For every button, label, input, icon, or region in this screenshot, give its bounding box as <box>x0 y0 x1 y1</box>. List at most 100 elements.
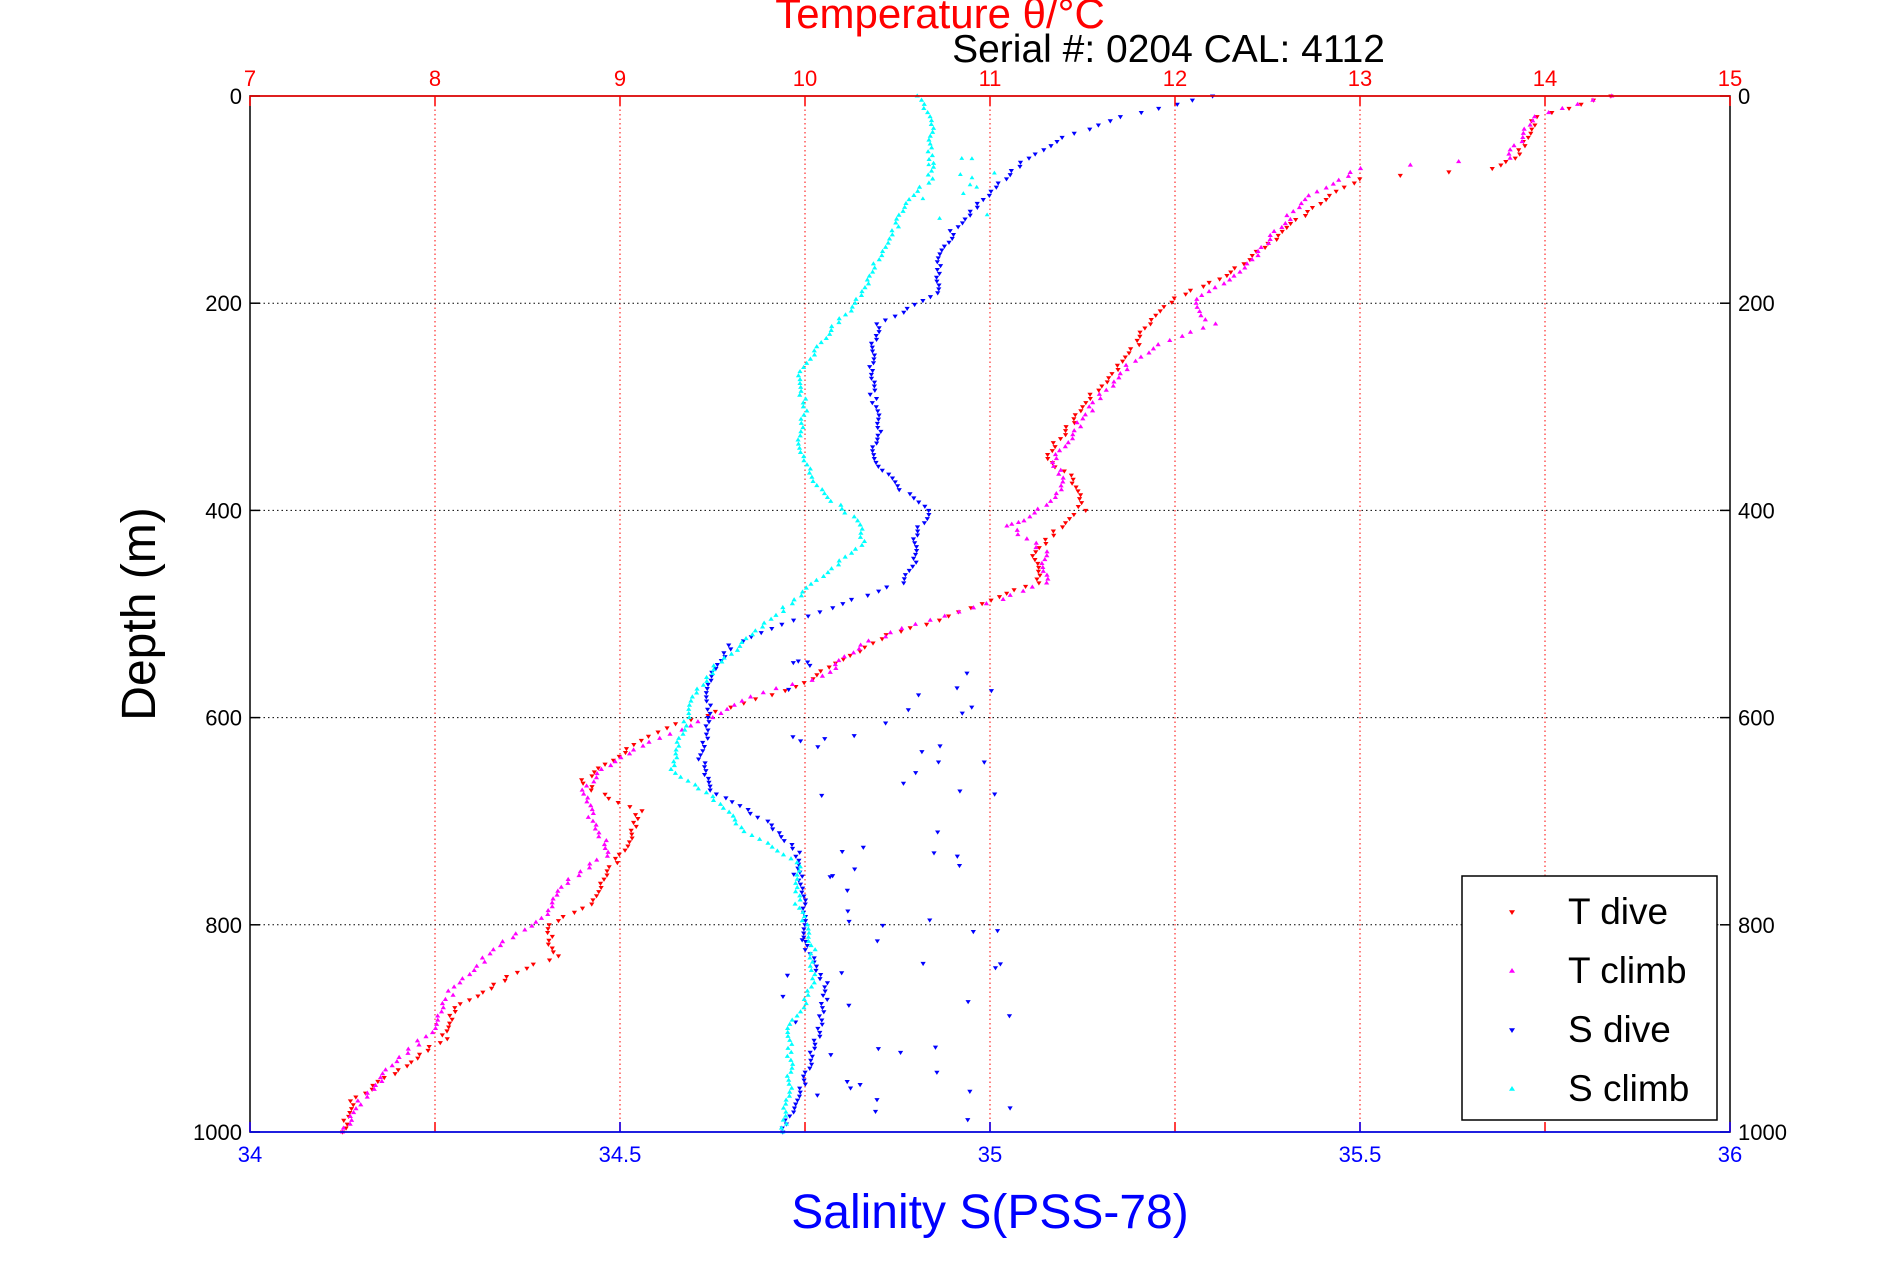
data-point <box>804 922 811 927</box>
data-point <box>872 1109 879 1114</box>
series-s-dive <box>695 94 1216 1135</box>
data-point <box>779 622 785 627</box>
data-point <box>1033 540 1039 545</box>
data-point <box>902 573 909 578</box>
data-point <box>934 260 940 265</box>
data-point <box>593 822 599 827</box>
data-point <box>827 331 833 336</box>
data-point <box>848 597 855 603</box>
data-point <box>1179 333 1185 338</box>
data-point <box>581 791 587 796</box>
data-point <box>589 774 595 779</box>
data-point <box>353 1095 359 1100</box>
data-point <box>1347 169 1353 174</box>
data-point <box>1323 185 1329 190</box>
data-point <box>731 702 737 707</box>
data-point <box>906 197 912 202</box>
data-point <box>625 844 631 849</box>
data-point <box>1000 596 1006 602</box>
data-point <box>819 1006 826 1011</box>
data-point <box>901 577 907 582</box>
data-point <box>695 719 701 724</box>
data-point <box>883 634 889 639</box>
data-point <box>733 821 739 826</box>
data-point <box>371 1086 377 1091</box>
data-point <box>601 841 608 847</box>
data-point <box>974 201 980 207</box>
data-point <box>801 996 807 1001</box>
data-point <box>814 344 820 349</box>
data-point <box>992 792 998 797</box>
data-point <box>805 934 812 939</box>
data-point <box>797 380 803 386</box>
data-point <box>805 992 811 997</box>
data-point <box>1042 557 1048 562</box>
data-point <box>447 1013 453 1019</box>
data-point <box>928 121 934 127</box>
data-point <box>937 264 944 269</box>
data-point <box>809 959 816 964</box>
data-point <box>930 176 936 181</box>
data-point <box>1174 102 1180 107</box>
data-point <box>816 1014 823 1019</box>
data-point <box>836 658 842 663</box>
data-point <box>1306 193 1312 198</box>
data-point <box>1590 97 1596 102</box>
data-point <box>956 863 963 869</box>
data-point <box>396 1054 402 1059</box>
data-point <box>604 873 610 878</box>
data-point <box>935 830 941 835</box>
data-point <box>967 182 973 187</box>
salinity-tick-label: 35.5 <box>1339 1142 1382 1167</box>
data-point <box>809 976 816 981</box>
data-point <box>1069 481 1075 486</box>
data-point <box>347 1121 353 1126</box>
data-point <box>797 897 803 902</box>
data-point <box>960 191 966 195</box>
data-point <box>590 818 596 823</box>
data-point <box>685 778 691 783</box>
data-point <box>488 986 495 991</box>
data-point <box>479 955 486 960</box>
data-point <box>475 994 481 999</box>
data-point <box>1304 209 1311 215</box>
data-point <box>700 740 706 746</box>
data-point <box>664 726 670 731</box>
data-point <box>623 747 630 752</box>
data-point <box>720 805 726 810</box>
data-point <box>1146 350 1152 355</box>
data-point <box>1060 475 1066 480</box>
data-point <box>1566 106 1572 112</box>
data-point <box>811 980 817 985</box>
data-point <box>1142 326 1148 331</box>
data-point <box>608 762 614 768</box>
data-point <box>449 1017 455 1022</box>
data-point <box>628 828 634 833</box>
data-point <box>1217 277 1223 282</box>
data-point <box>415 1056 421 1061</box>
data-point <box>858 530 864 535</box>
data-point <box>805 614 811 619</box>
data-point <box>646 739 652 744</box>
data-point <box>499 939 506 944</box>
data-point <box>781 839 787 844</box>
data-point <box>991 170 997 175</box>
data-point <box>686 710 692 716</box>
data-point <box>676 735 682 740</box>
data-point <box>874 441 880 446</box>
data-point <box>1104 380 1110 385</box>
legend-box <box>1461 875 1718 1121</box>
data-point <box>959 221 966 226</box>
data-point <box>1578 102 1584 107</box>
data-point <box>1057 437 1064 442</box>
data-point <box>697 753 704 758</box>
salinity-tick-label: 36 <box>1718 1142 1742 1167</box>
data-point <box>597 881 604 886</box>
data-point <box>930 164 937 169</box>
data-point <box>381 1076 387 1081</box>
data-point <box>490 947 496 952</box>
series-layer <box>339 93 1615 1135</box>
data-point <box>865 593 871 598</box>
data-point <box>1036 581 1042 586</box>
data-point <box>703 790 710 795</box>
